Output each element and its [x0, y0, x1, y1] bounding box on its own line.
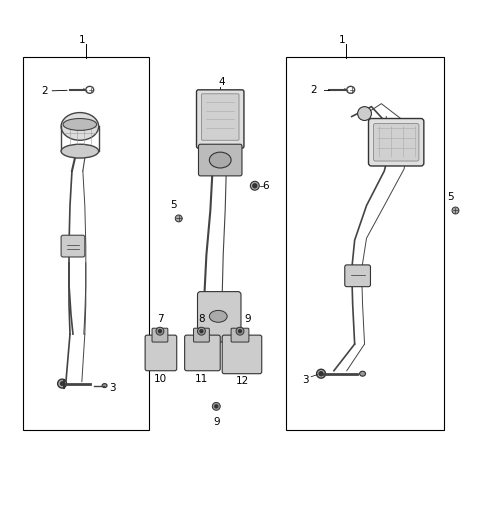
Ellipse shape — [209, 310, 227, 322]
Ellipse shape — [215, 405, 218, 408]
FancyBboxPatch shape — [369, 118, 424, 166]
Ellipse shape — [175, 215, 182, 222]
Text: 9: 9 — [213, 417, 219, 427]
Text: 1: 1 — [79, 35, 85, 46]
Text: 7: 7 — [156, 314, 163, 324]
FancyBboxPatch shape — [222, 335, 262, 374]
Ellipse shape — [212, 402, 220, 410]
Ellipse shape — [239, 330, 241, 333]
Ellipse shape — [60, 381, 64, 386]
Ellipse shape — [236, 327, 244, 335]
Ellipse shape — [360, 371, 366, 376]
Text: 3: 3 — [109, 382, 116, 393]
Ellipse shape — [63, 118, 96, 131]
Text: 3: 3 — [302, 375, 309, 385]
Ellipse shape — [358, 106, 372, 120]
FancyBboxPatch shape — [231, 328, 249, 342]
Ellipse shape — [156, 327, 164, 335]
Text: 12: 12 — [235, 376, 249, 386]
FancyBboxPatch shape — [196, 90, 244, 148]
Text: 6: 6 — [263, 181, 269, 191]
Text: 4: 4 — [219, 77, 226, 87]
FancyBboxPatch shape — [145, 335, 177, 371]
Ellipse shape — [61, 113, 99, 140]
FancyBboxPatch shape — [197, 292, 241, 342]
Text: 1: 1 — [338, 35, 345, 46]
FancyBboxPatch shape — [199, 144, 242, 176]
FancyBboxPatch shape — [193, 328, 209, 342]
Text: 11: 11 — [195, 374, 208, 383]
Ellipse shape — [158, 330, 161, 333]
Ellipse shape — [200, 330, 203, 333]
FancyBboxPatch shape — [61, 235, 85, 257]
Ellipse shape — [58, 379, 67, 388]
FancyBboxPatch shape — [185, 335, 220, 371]
Text: 5: 5 — [447, 191, 454, 202]
Ellipse shape — [209, 152, 231, 168]
Ellipse shape — [319, 372, 323, 376]
Text: 10: 10 — [154, 374, 167, 383]
Ellipse shape — [251, 181, 259, 190]
Bar — [287, 57, 444, 430]
FancyBboxPatch shape — [152, 328, 168, 342]
Ellipse shape — [452, 207, 459, 214]
FancyBboxPatch shape — [345, 265, 371, 287]
Text: 5: 5 — [170, 200, 177, 209]
Ellipse shape — [253, 184, 257, 188]
Text: 8: 8 — [198, 314, 205, 324]
Text: 2: 2 — [311, 85, 317, 95]
Ellipse shape — [317, 369, 325, 378]
Bar — [23, 57, 149, 430]
Ellipse shape — [61, 144, 99, 158]
Text: 9: 9 — [245, 314, 251, 324]
Ellipse shape — [197, 327, 205, 335]
Ellipse shape — [102, 383, 107, 388]
Text: 2: 2 — [41, 86, 48, 96]
FancyBboxPatch shape — [202, 94, 239, 140]
FancyBboxPatch shape — [373, 123, 419, 161]
